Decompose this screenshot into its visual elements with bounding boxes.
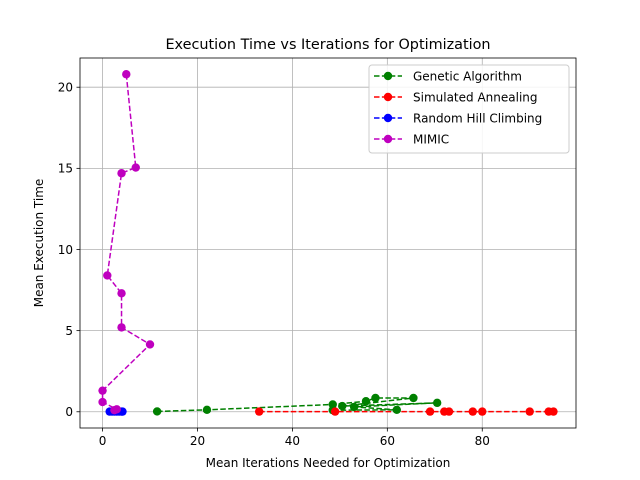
data-point-simulated-annealing	[330, 407, 340, 416]
plot-frame	[79, 57, 577, 429]
legend-marker-random-hill-climbing	[383, 113, 393, 123]
data-point-simulated-annealing	[549, 407, 558, 416]
data-point-mimic	[117, 289, 126, 298]
y-axis-ticks: 0 5 10 15 20	[58, 81, 80, 419]
y-tick-label: 0	[65, 405, 73, 419]
data-point-mimic	[117, 169, 126, 178]
data-point-mimic	[117, 323, 126, 332]
x-tick-label: 20	[190, 434, 205, 448]
x-tick-label: 40	[285, 434, 300, 448]
legend-label-simulated-annealing: Simulated Annealing	[413, 90, 538, 104]
data-point-genetic-algorithm	[392, 405, 402, 415]
data-point-mimic	[98, 397, 107, 407]
data-point-genetic-algorithm	[409, 393, 418, 403]
data-point-genetic-algorithm	[432, 398, 442, 408]
legend: Genetic Algorithm Simulated Annealing Rand…	[368, 64, 570, 154]
data-point-simulated-annealing	[425, 407, 435, 416]
legend-box	[368, 64, 570, 154]
data-point-genetic-algorithm	[349, 402, 359, 412]
y-axis-label: Mean Execution Time	[32, 179, 46, 308]
x-axis-ticks: 0 20 40 60 80	[99, 428, 490, 448]
data-point-mimic	[110, 405, 119, 415]
data-point-mimic	[131, 163, 140, 172]
y-tick-label: 5	[65, 324, 73, 338]
data-point-simulated-annealing	[254, 407, 264, 416]
data-point-genetic-algorithm	[338, 401, 347, 411]
legend-label-genetic-algorithm: Genetic Algorithm	[413, 69, 522, 83]
data-point-genetic-algorithm	[202, 405, 212, 415]
legend-label-random-hill-climbing: Random Hill Climbing	[413, 111, 542, 125]
y-tick-label: 15	[58, 162, 73, 176]
legend-marker-simulated-annealing	[383, 92, 393, 102]
y-tick-label: 10	[58, 243, 73, 257]
legend-marker-genetic-algorithm	[383, 71, 393, 81]
data-point-genetic-algorithm	[371, 393, 380, 403]
data-point-simulated-annealing	[478, 407, 487, 416]
series-points	[98, 70, 558, 416]
data-point-mimic	[103, 271, 112, 280]
x-tick-label: 60	[380, 434, 395, 448]
data-point-simulated-annealing	[525, 407, 534, 416]
x-tick-label: 80	[475, 434, 490, 448]
chart-title: Execution Time vs Iterations for Optimiz…	[165, 37, 490, 53]
data-point-simulated-annealing	[444, 407, 454, 416]
legend-marker-mimic	[383, 134, 393, 144]
data-point-mimic	[98, 386, 107, 395]
data-point-mimic	[122, 70, 131, 79]
data-point-genetic-algorithm	[152, 407, 162, 416]
y-tick-label: 20	[58, 81, 73, 95]
data-point-genetic-algorithm	[361, 397, 371, 406]
data-point-mimic	[145, 340, 155, 349]
legend-label-mimic: MIMIC	[413, 132, 449, 146]
x-tick-label: 0	[99, 434, 107, 448]
x-axis-label: Mean Iterations Needed for Optimization	[206, 456, 451, 470]
data-point-simulated-annealing	[468, 407, 477, 416]
